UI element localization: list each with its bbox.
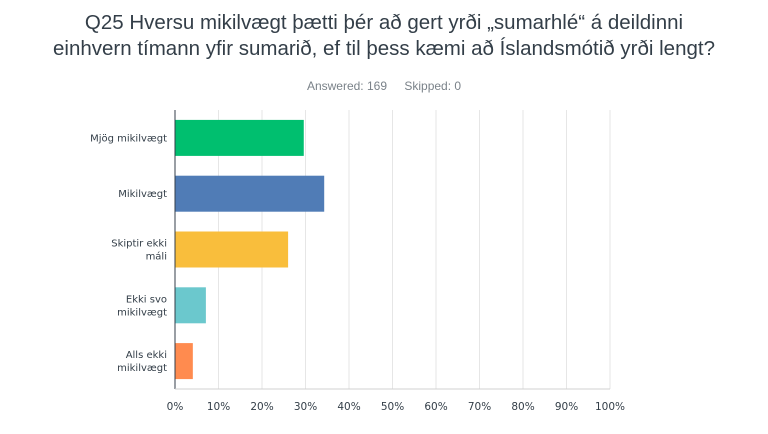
category-label-line: mikilvægt — [117, 307, 167, 318]
category-label-line: mikilvægt — [117, 363, 167, 374]
x-tick-label: 90% — [555, 401, 578, 413]
skipped-count: Skipped: 0 — [404, 79, 462, 93]
x-tick-label: 80% — [511, 401, 534, 413]
category-label-line: Skiptir ekki — [111, 239, 167, 250]
x-tick-label: 10% — [207, 401, 230, 413]
category-label: Ekki svo mikilvægt — [117, 294, 167, 318]
x-tick-label: 70% — [468, 401, 491, 413]
x-tick-label: 100% — [595, 401, 625, 413]
category-label: Mjög mikilvægt — [90, 133, 167, 144]
question-title-line-1: Q25 Hversu mikilvægt þætti þér að gert y… — [84, 11, 684, 34]
x-tick-label: 50% — [381, 401, 404, 413]
response-stats: Answered: 169 Skipped: 0 — [0, 79, 768, 93]
question-title-line-2: einhvern tímann yfir sumarið, ef til þes… — [53, 37, 715, 60]
x-tick-label: 60% — [424, 401, 447, 413]
x-tick-label: 40% — [337, 401, 360, 413]
category-label-line: Ekki svo — [126, 294, 167, 305]
category-label-line: Mikilvægt — [118, 189, 167, 200]
bar — [175, 119, 304, 156]
category-label: Skiptir ekki máli — [111, 239, 167, 263]
category-label: Alls ekki mikilvægt — [117, 350, 167, 374]
bar — [175, 231, 289, 268]
x-tick-label: 30% — [294, 401, 317, 413]
bar — [175, 175, 325, 212]
category-label-line: Mjög mikilvægt — [90, 133, 167, 144]
x-tick-label: 20% — [250, 401, 273, 413]
bar — [175, 287, 206, 324]
category-label-line: Alls ekki — [126, 350, 167, 361]
category-label-line: máli — [146, 251, 167, 263]
x-tick-label: 0% — [167, 401, 184, 413]
category-label: Mikilvægt — [118, 189, 167, 200]
bar — [175, 343, 193, 380]
question-title: Q25 Hversu mikilvægt þætti þér að gert y… — [0, 10, 768, 62]
answered-count: Answered: 169 — [306, 79, 387, 93]
